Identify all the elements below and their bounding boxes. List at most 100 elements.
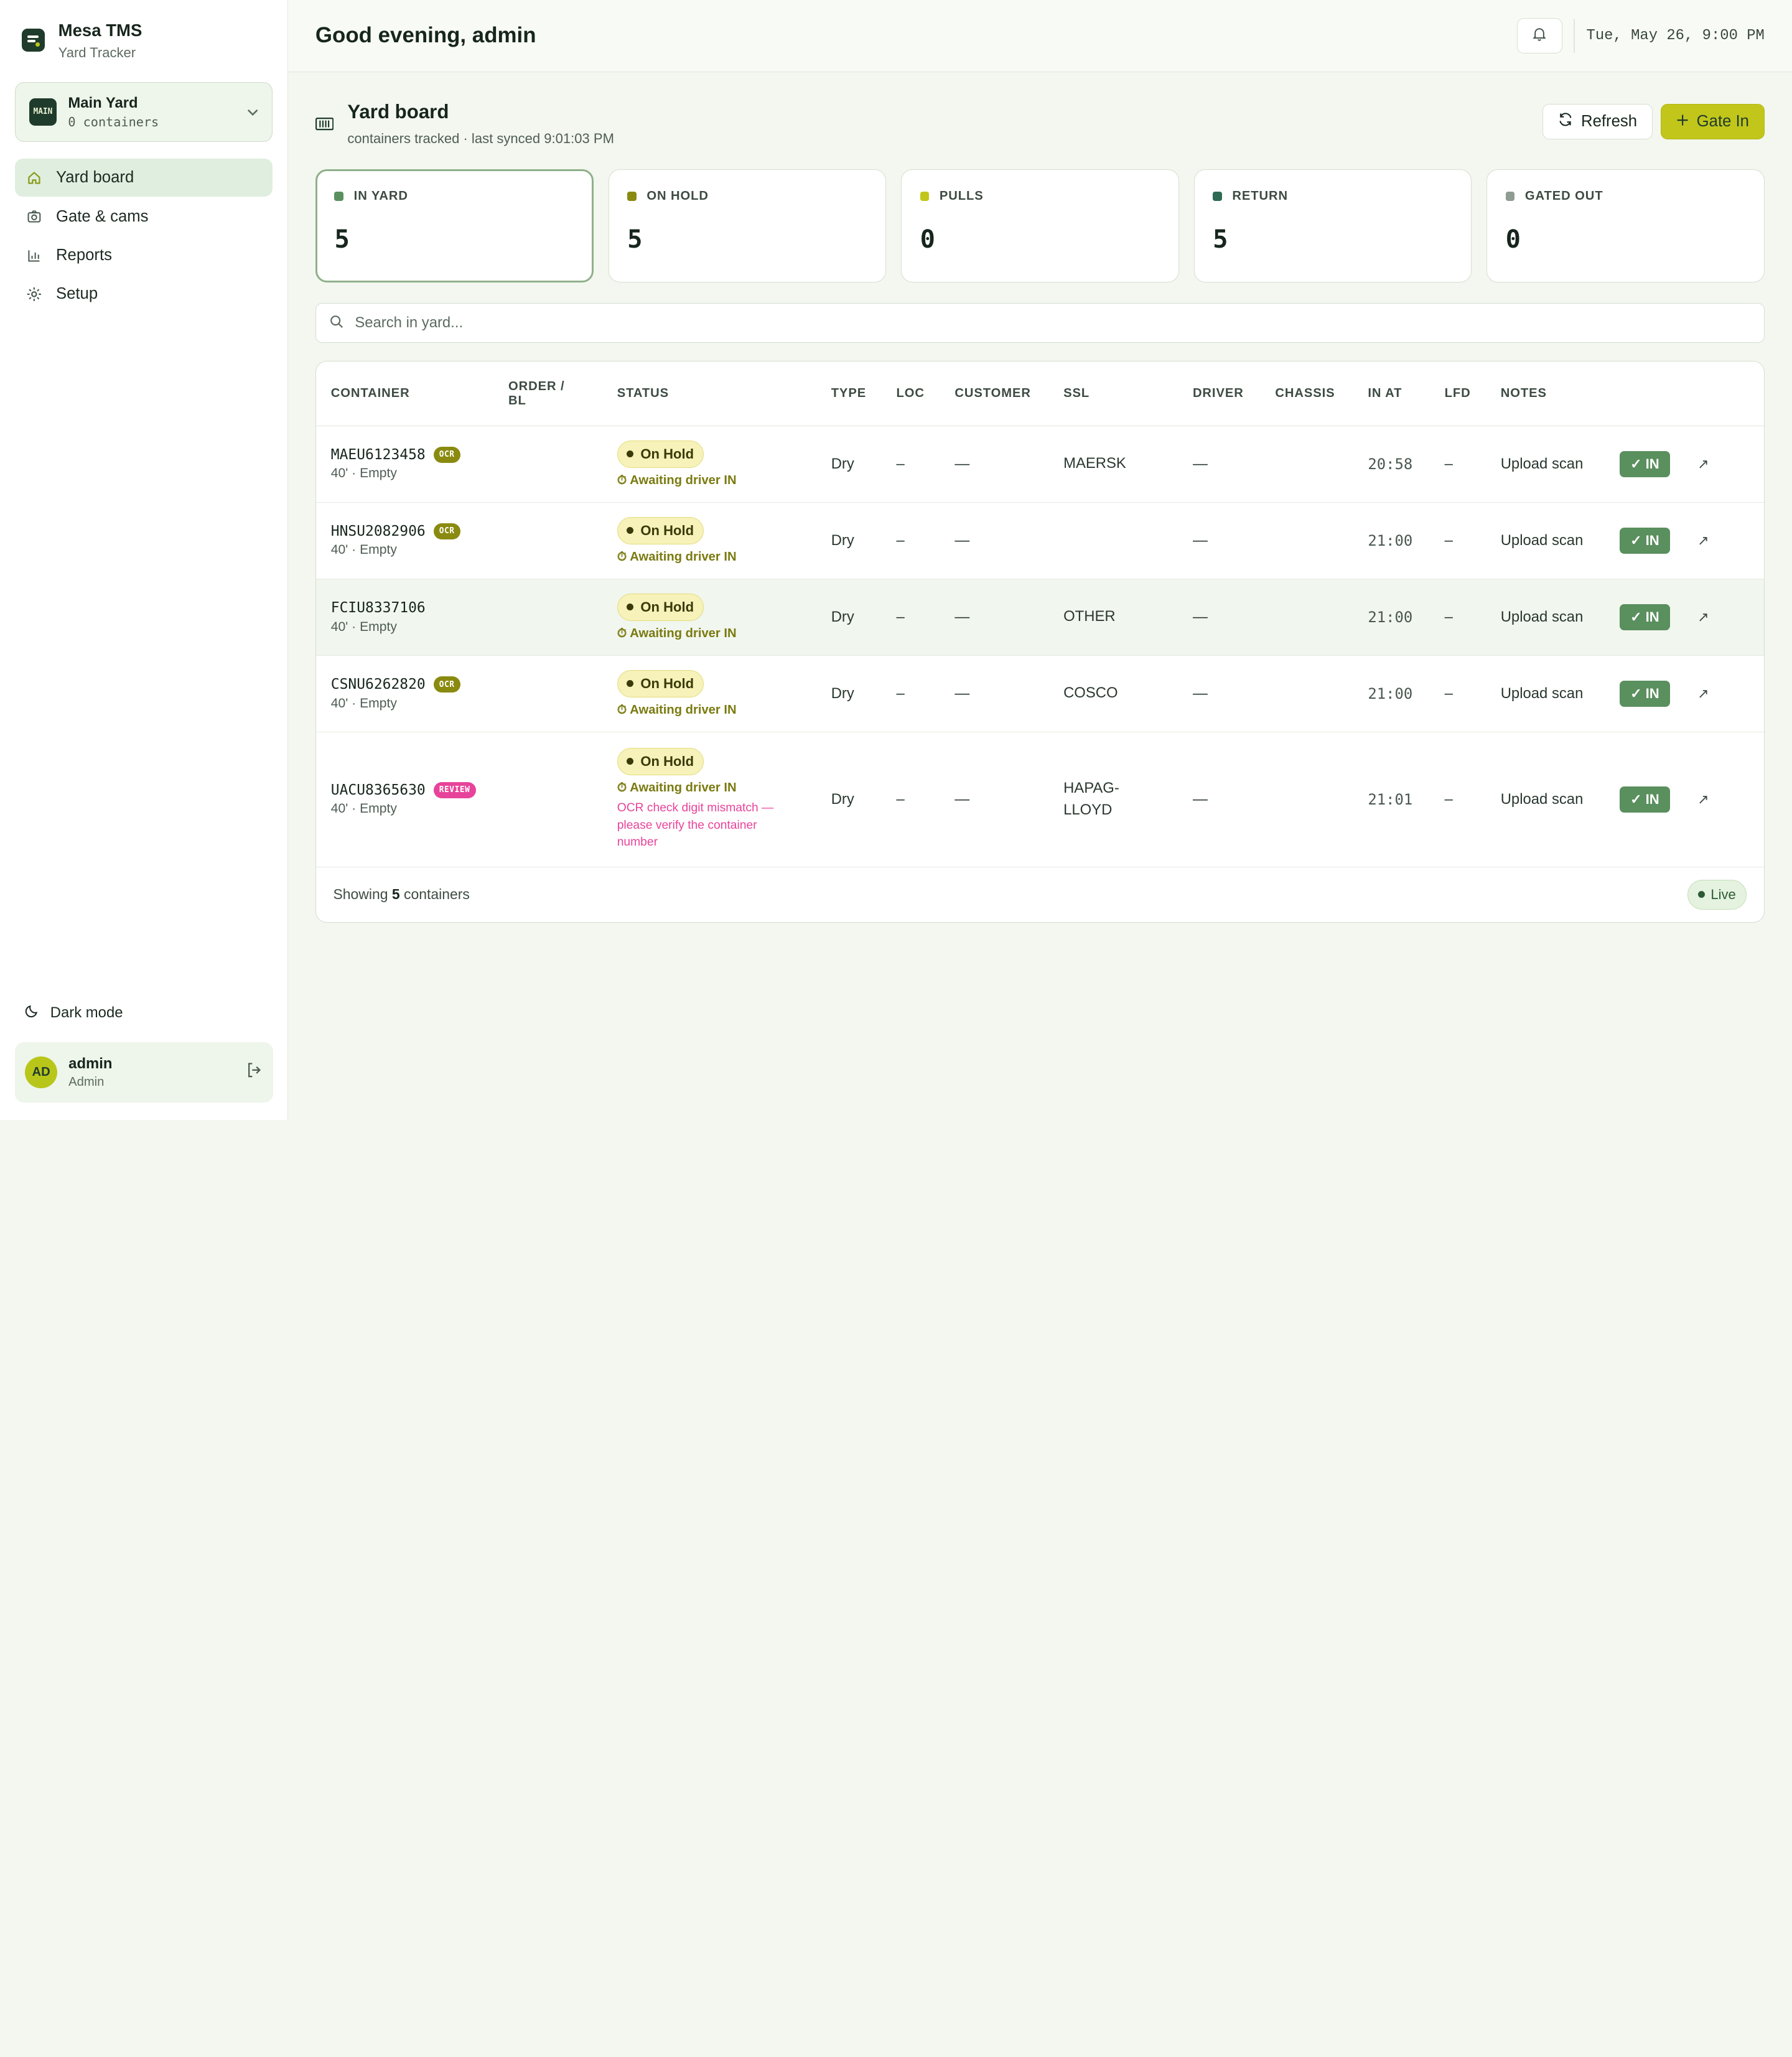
col-header-in-at[interactable]: IN AT: [1368, 361, 1445, 426]
upload-scan-link[interactable]: Upload scan: [1500, 684, 1584, 702]
upload-scan-link[interactable]: Upload scan: [1500, 455, 1584, 472]
gate-in-row-button[interactable]: ✓ IN: [1620, 786, 1670, 813]
cell-driver: —: [1192, 732, 1276, 867]
dark-mode-toggle[interactable]: Dark mode: [24, 1004, 123, 1023]
status-label: On Hold: [640, 445, 694, 462]
sidebar-nav: Yard board Gate & cams Reports Setup: [14, 159, 273, 314]
status-dot-icon: [627, 604, 634, 611]
stat-value: 0: [1505, 224, 1521, 254]
avatar: AD: [25, 1056, 57, 1089]
stat-label: PULLS: [939, 189, 984, 203]
status-dot-icon: [627, 450, 634, 458]
stat-card-in-yard[interactable]: IN YARD 5: [315, 169, 594, 282]
user-name: admin: [68, 1055, 113, 1073]
yard-selector[interactable]: MAIN Main Yard 0 containers: [14, 82, 273, 142]
col-header-order-bl[interactable]: ORDER / BL: [508, 361, 617, 426]
cell-container: FCIU8337106 40' · Empty: [315, 579, 508, 656]
camera-icon: [26, 208, 42, 225]
table-row[interactable]: FCIU8337106 40' · Empty On Hold ⏱ Awaiting …: [315, 579, 1764, 656]
table-header-row: CONTAINER ORDER / BL STATUS TYPE LOC CUST…: [315, 361, 1764, 426]
upload-scan-link[interactable]: Upload scan: [1500, 790, 1584, 808]
cell-type: Dry: [831, 426, 897, 503]
open-external-icon[interactable]: ↗: [1697, 685, 1709, 701]
container-id[interactable]: HNSU2082906: [330, 523, 426, 539]
stat-card-return[interactable]: RETURN 5: [1193, 169, 1472, 282]
sidebar-item-setup[interactable]: Setup: [15, 276, 273, 314]
col-header-driver[interactable]: DRIVER: [1192, 361, 1276, 426]
col-header-order-bl-line2: BL: [508, 393, 526, 408]
stat-label: RETURN: [1232, 189, 1288, 203]
container-id[interactable]: FCIU8337106: [330, 600, 426, 617]
cell-chassis: [1275, 426, 1368, 503]
stat-card-pulls[interactable]: PULLS 0: [901, 169, 1179, 282]
col-header-notes[interactable]: NOTES: [1500, 361, 1620, 426]
col-header-type[interactable]: TYPE: [831, 361, 897, 426]
gate-in-button[interactable]: Gate In: [1660, 104, 1765, 140]
board-header: Yard board containers tracked · last syn…: [315, 101, 1765, 169]
cell-chassis: [1275, 502, 1368, 579]
col-header-order-bl-line1: ORDER /: [508, 379, 565, 393]
notifications-button[interactable]: [1516, 17, 1562, 54]
page-greeting: Good evening, admin: [315, 23, 536, 48]
cell-in-at: 20:58: [1368, 426, 1445, 503]
moon-icon: [24, 1004, 39, 1023]
status-label: On Hold: [640, 675, 694, 691]
cell-ssl: HAPAG-LLOYD: [1063, 732, 1193, 867]
cell-ssl: OTHER: [1063, 579, 1193, 656]
cell-type: Dry: [831, 655, 897, 732]
col-header-container[interactable]: CONTAINER: [315, 361, 508, 426]
cell-ssl: MAERSK: [1063, 426, 1193, 503]
sidebar-item-label: Yard board: [55, 169, 134, 187]
gate-in-row-button[interactable]: ✓ IN: [1620, 527, 1670, 554]
status-badge: On Hold: [617, 440, 704, 468]
refresh-button[interactable]: Refresh: [1542, 104, 1653, 140]
live-label: Live: [1710, 886, 1736, 902]
gear-icon: [26, 286, 42, 302]
table-row[interactable]: HNSU2082906 OCR 40' · Empty On Hold ⏱ Awaiti…: [315, 502, 1764, 579]
bar-chart-icon: [26, 248, 42, 264]
open-external-icon[interactable]: ↗: [1697, 532, 1709, 548]
col-header-ssl[interactable]: SSL: [1063, 361, 1193, 426]
brand: Mesa TMS Yard Tracker: [15, 0, 273, 82]
container-tag: OCR: [433, 446, 460, 463]
cell-open: ↗: [1697, 502, 1764, 579]
stat-card-on-hold[interactable]: ON HOLD 5: [608, 169, 887, 282]
table-row[interactable]: UACU8365630 REVIEW 40' · Empty On Hold ⏱ Awa…: [315, 732, 1764, 867]
status-dot-icon: [627, 758, 634, 765]
sidebar-item-gate-cams[interactable]: Gate & cams: [15, 198, 273, 236]
upload-scan-link[interactable]: Upload scan: [1500, 608, 1584, 625]
table-row[interactable]: CSNU6262820 OCR 40' · Empty On Hold ⏱ Awaiti…: [315, 655, 1764, 732]
awaiting-note: ⏱ Awaiting driver IN: [617, 780, 737, 795]
stat-card-gated-out[interactable]: GATED OUT 0: [1486, 169, 1765, 282]
gate-in-row-button[interactable]: ✓ IN: [1620, 604, 1670, 630]
open-external-icon[interactable]: ↗: [1697, 455, 1709, 472]
upload-scan-link[interactable]: Upload scan: [1500, 531, 1584, 549]
cell-driver: —: [1192, 426, 1276, 503]
sidebar-item-reports[interactable]: Reports: [15, 236, 273, 274]
brand-name: Mesa TMS: [58, 21, 142, 40]
open-external-icon[interactable]: ↗: [1697, 609, 1709, 625]
col-header-status[interactable]: STATUS: [617, 361, 831, 426]
container-id[interactable]: CSNU6262820: [330, 676, 426, 693]
cell-action: ✓ IN: [1620, 579, 1698, 656]
cell-open: ↗: [1697, 426, 1764, 503]
container-id[interactable]: UACU8365630: [330, 781, 426, 798]
user-role: Admin: [68, 1075, 105, 1089]
logout-icon[interactable]: [246, 1061, 263, 1084]
cell-status: On Hold ⏱ Awaiting driver IN OCR check dig…: [617, 732, 831, 867]
container-id[interactable]: MAEU6123458: [330, 446, 426, 463]
open-external-icon[interactable]: ↗: [1697, 791, 1709, 807]
refresh-icon: [1558, 112, 1573, 131]
chevron-down-icon: [247, 105, 258, 119]
col-header-lfd[interactable]: LFD: [1444, 361, 1501, 426]
container-size: 40' · Empty: [330, 466, 397, 481]
col-header-loc[interactable]: LOC: [896, 361, 955, 426]
gate-in-row-button[interactable]: ✓ IN: [1620, 680, 1670, 707]
cell-status: On Hold ⏱ Awaiting driver IN: [617, 502, 831, 579]
sidebar-item-yard-board[interactable]: Yard board: [14, 159, 273, 197]
search-input[interactable]: [355, 314, 1750, 332]
gate-in-row-button[interactable]: ✓ IN: [1620, 450, 1670, 477]
table-row[interactable]: MAEU6123458 OCR 40' · Empty On Hold ⏱ Awaiti…: [315, 426, 1764, 503]
col-header-customer[interactable]: CUSTOMER: [954, 361, 1064, 426]
col-header-chassis[interactable]: CHASSIS: [1275, 361, 1368, 426]
